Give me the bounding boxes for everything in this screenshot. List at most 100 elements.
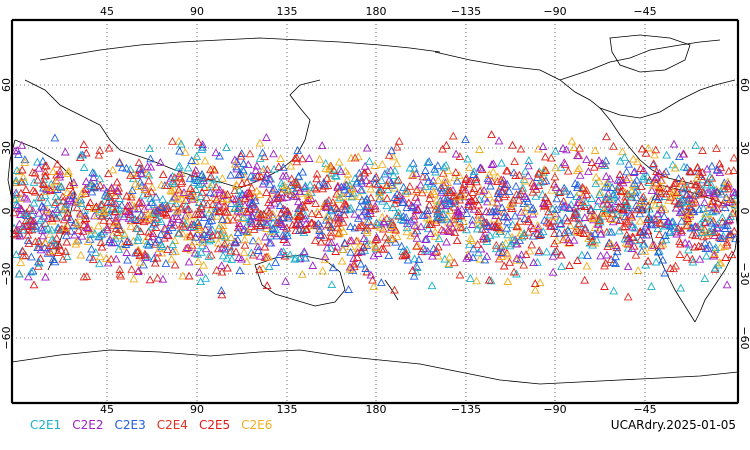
triangle-icon	[550, 172, 560, 181]
triangle-icon	[605, 202, 615, 211]
triangle-icon	[722, 280, 732, 289]
triangle-icon	[423, 224, 433, 233]
triangle-icon	[145, 275, 155, 284]
triangle-icon	[609, 286, 619, 295]
triangle-icon	[477, 224, 487, 233]
triangle-icon	[582, 155, 591, 164]
triangle-icon	[36, 245, 46, 254]
triangle-icon	[12, 166, 22, 174]
triangle-icon	[104, 143, 114, 152]
triangle-icon	[22, 211, 31, 220]
triangle-icon	[648, 180, 658, 189]
triangle-icon	[357, 211, 367, 220]
triangle-icon	[640, 246, 650, 255]
triangle-icon	[621, 238, 631, 247]
triangle-icon	[288, 220, 297, 229]
triangle-icon	[58, 192, 68, 201]
triangle-icon	[676, 283, 686, 292]
triangle-icon	[183, 243, 193, 251]
triangle-icon	[38, 231, 48, 240]
triangle-icon	[105, 216, 114, 225]
triangle-icon	[510, 211, 520, 220]
triangle-icon	[632, 175, 642, 184]
triangle-icon	[410, 164, 419, 173]
triangle-icon	[243, 228, 253, 236]
triangle-icon	[581, 198, 591, 206]
triangle-icon	[200, 156, 210, 165]
triangle-icon	[29, 177, 39, 186]
triangle-icon	[172, 206, 182, 215]
triangle-icon	[428, 251, 437, 260]
triangle-icon	[458, 191, 468, 200]
triangle-icon	[670, 179, 679, 187]
triangle-icon	[166, 186, 176, 195]
triangle-icon	[465, 239, 474, 248]
triangle-icon	[585, 211, 595, 220]
triangle-icon	[682, 197, 692, 206]
triangle-icon	[448, 223, 458, 232]
triangle-icon	[730, 207, 739, 216]
triangle-icon	[90, 229, 100, 238]
triangle-icon	[636, 235, 645, 244]
triangle-icon	[638, 239, 648, 248]
triangle-icon	[707, 218, 716, 227]
triangle-icon	[707, 173, 717, 182]
triangle-icon	[552, 194, 562, 203]
triangle-icon	[719, 178, 729, 187]
right-latitude-labels: 60 30 0 −30 −60	[738, 78, 750, 350]
triangle-icon	[269, 149, 278, 158]
triangle-icon	[314, 219, 323, 228]
triangle-icon	[458, 185, 468, 194]
triangle-icon	[647, 220, 656, 229]
triangle-icon	[18, 225, 27, 234]
triangle-icon	[594, 176, 604, 185]
triangle-icon	[717, 213, 727, 222]
triangle-icon	[352, 252, 362, 261]
triangle-icon	[244, 217, 253, 226]
triangle-icon	[262, 224, 271, 232]
triangle-icon	[375, 191, 385, 200]
triangle-icon	[548, 251, 558, 260]
triangle-icon	[457, 223, 467, 232]
triangle-icon	[34, 193, 44, 202]
triangle-icon	[431, 248, 440, 256]
triangle-icon	[157, 203, 166, 212]
triangle-icon	[154, 234, 163, 243]
triangle-icon	[230, 186, 240, 195]
triangle-icon	[300, 214, 310, 223]
triangle-icon	[563, 235, 573, 244]
graticule	[12, 20, 738, 403]
observation-markers	[9, 130, 740, 301]
triangle-icon	[125, 207, 134, 216]
triangle-icon	[531, 191, 541, 200]
triangle-icon	[582, 186, 591, 194]
triangle-icon	[555, 215, 565, 224]
triangle-icon	[144, 201, 154, 210]
triangle-icon	[677, 216, 687, 225]
triangle-icon	[24, 238, 34, 247]
triangle-icon	[632, 205, 641, 214]
triangle-icon	[197, 144, 207, 153]
lon-label: 45	[100, 5, 114, 18]
triangle-icon	[266, 200, 276, 209]
triangle-icon	[28, 206, 38, 215]
triangle-icon	[76, 199, 86, 207]
triangle-icon	[377, 244, 386, 253]
triangle-icon	[524, 156, 534, 164]
triangle-icon	[452, 236, 462, 245]
triangle-icon	[135, 257, 145, 266]
triangle-icon	[632, 185, 642, 194]
triangle-icon	[23, 230, 33, 239]
triangle-icon	[645, 204, 654, 213]
triangle-icon	[362, 201, 371, 210]
triangle-icon	[217, 215, 227, 223]
triangle-icon	[402, 203, 412, 211]
triangle-icon	[412, 233, 422, 242]
triangle-icon	[223, 263, 232, 272]
triangle-icon	[636, 181, 646, 190]
triangle-icon	[487, 160, 497, 168]
triangle-icon	[602, 250, 612, 259]
triangle-icon	[580, 223, 590, 232]
triangle-icon	[104, 169, 113, 178]
triangle-icon	[84, 224, 94, 233]
